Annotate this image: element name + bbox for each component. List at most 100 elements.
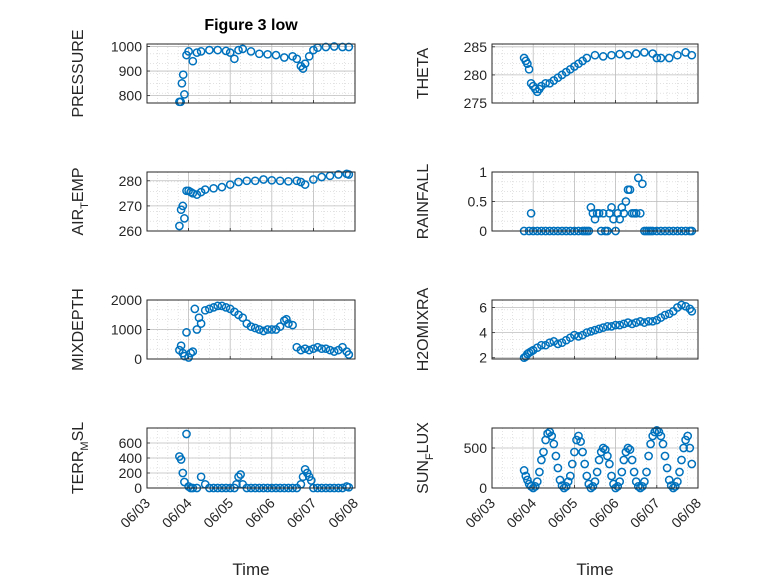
- data-point: [344, 482, 354, 492]
- data-point: [578, 447, 587, 457]
- x-tick-label: 06/06: [586, 495, 622, 531]
- data-point: [329, 42, 339, 51]
- y-tick-label: 2000: [111, 292, 142, 308]
- y-tick-label: 2: [479, 350, 487, 366]
- data-point: [603, 322, 612, 331]
- y-tick-label: 285: [464, 39, 488, 55]
- data-point: [609, 214, 618, 224]
- data-point: [607, 322, 616, 331]
- axes-box: [146, 427, 356, 489]
- data-point: [605, 459, 614, 469]
- data-point: [200, 185, 210, 194]
- y-tick-label: 1000: [111, 38, 142, 54]
- data-point: [182, 429, 191, 439]
- y-tick-label: 1000: [111, 322, 142, 338]
- data-point: [673, 50, 682, 60]
- data-point: [236, 470, 245, 479]
- data-point: [629, 467, 639, 477]
- data-point: [677, 300, 686, 310]
- data-point: [635, 208, 645, 218]
- data-point: [611, 320, 620, 330]
- panel-6: 2 4 6 H2OMIXRA: [415, 287, 699, 371]
- y-tick-label: 0: [134, 351, 142, 367]
- data-point: [565, 471, 575, 481]
- data-point: [259, 326, 268, 336]
- data-point: [666, 481, 676, 490]
- data-point: [317, 172, 327, 182]
- data-point: [213, 301, 223, 311]
- data-point: [238, 313, 248, 323]
- data-point: [217, 182, 227, 192]
- data-point: [590, 50, 600, 60]
- data-point: [683, 431, 693, 441]
- data-point: [521, 471, 531, 481]
- data-point: [304, 51, 314, 61]
- data-point: [685, 304, 695, 314]
- data-point: [321, 42, 331, 52]
- y-axis-label: H2OMIXRA: [415, 287, 432, 371]
- data-point: [209, 303, 218, 312]
- data-point: [284, 319, 293, 328]
- data-point: [309, 175, 318, 184]
- data-point: [532, 477, 542, 486]
- data-point: [213, 45, 223, 55]
- panel-1: 800 900 1000 PRESSURE: [70, 29, 356, 118]
- data-point: [615, 214, 625, 224]
- x-tick-label: 06/08: [668, 495, 704, 531]
- data-point: [598, 52, 608, 61]
- data-point: [282, 314, 291, 324]
- y-tick-label: 4: [479, 325, 487, 341]
- data-point: [549, 439, 559, 449]
- y-tick-label: 260: [119, 223, 143, 239]
- series-markers: [519, 426, 697, 493]
- x-tick-label: 06/05: [200, 495, 236, 531]
- data-point: [547, 431, 557, 441]
- data-point: [660, 451, 670, 461]
- y-tick-label: 270: [119, 198, 143, 214]
- series-markers: [519, 48, 697, 97]
- data-point: [670, 482, 680, 491]
- data-point: [662, 463, 672, 473]
- data-point: [288, 320, 297, 330]
- data-point: [631, 318, 641, 327]
- data-point: [631, 477, 641, 486]
- axes-box: [146, 171, 356, 232]
- data-point: [292, 176, 302, 186]
- data-point: [576, 437, 585, 446]
- panel-3: 260 270 280 AIRTEMP: [70, 167, 356, 239]
- data-point: [205, 45, 214, 55]
- data-point: [196, 319, 206, 328]
- data-point: [545, 338, 555, 348]
- data-point: [246, 47, 256, 56]
- data-point: [623, 318, 633, 327]
- y-axis-label: RAINFALL: [415, 164, 432, 240]
- data-point: [221, 46, 231, 56]
- data-point: [344, 350, 354, 359]
- data-point: [234, 472, 243, 482]
- data-point: [673, 477, 682, 486]
- data-point: [580, 459, 590, 469]
- data-point: [590, 477, 600, 486]
- data-point: [619, 319, 629, 329]
- data-point: [570, 447, 579, 457]
- data-point: [530, 482, 540, 491]
- y-tick-label: 200: [119, 465, 143, 481]
- data-point: [607, 50, 616, 60]
- data-point: [607, 203, 616, 212]
- data-point: [221, 303, 231, 312]
- data-point: [263, 325, 272, 334]
- y-tick-label: 280: [464, 67, 488, 83]
- data-point: [196, 472, 206, 482]
- data-point: [592, 467, 602, 477]
- data-point: [192, 48, 202, 57]
- data-point: [570, 330, 579, 340]
- x-tick-label: 06/03: [462, 495, 498, 531]
- data-point: [625, 445, 635, 454]
- data-point: [180, 214, 189, 223]
- data-point: [225, 48, 235, 57]
- data-point: [679, 443, 688, 453]
- data-point: [664, 475, 674, 485]
- data-point: [321, 344, 331, 354]
